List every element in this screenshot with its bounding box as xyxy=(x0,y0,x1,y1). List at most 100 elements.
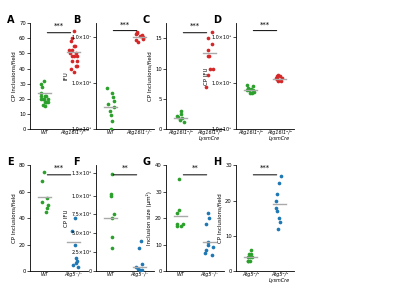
Point xyxy=(139,267,145,272)
Point xyxy=(274,77,280,82)
Point xyxy=(278,173,285,178)
Point xyxy=(249,255,255,259)
Y-axis label: CP Inclusions/field: CP Inclusions/field xyxy=(217,193,222,243)
Text: ***: *** xyxy=(120,21,130,28)
Text: D: D xyxy=(213,15,221,25)
Point xyxy=(43,99,49,104)
Point xyxy=(74,265,81,269)
Point xyxy=(246,88,252,93)
Text: G: G xyxy=(143,157,151,167)
Point xyxy=(178,224,184,229)
Point xyxy=(108,91,115,96)
Point xyxy=(38,93,44,98)
Point xyxy=(245,251,252,256)
Point xyxy=(39,200,45,205)
Point xyxy=(68,66,74,71)
Point xyxy=(248,248,254,252)
Point xyxy=(45,203,51,207)
Y-axis label: Inclusion size (μm²): Inclusion size (μm²) xyxy=(146,191,152,245)
Text: **: ** xyxy=(122,165,128,171)
Point xyxy=(110,95,116,99)
Point xyxy=(44,97,51,101)
Point xyxy=(74,54,80,59)
Point xyxy=(70,262,76,267)
Point xyxy=(178,112,184,116)
Point xyxy=(205,242,212,247)
Point xyxy=(44,205,50,210)
Point xyxy=(39,179,45,184)
Point xyxy=(43,93,49,98)
Point xyxy=(209,30,216,35)
Point xyxy=(174,113,180,118)
Point xyxy=(105,102,111,106)
Point xyxy=(274,209,280,213)
Point xyxy=(274,74,280,79)
Point xyxy=(109,246,116,251)
Point xyxy=(210,66,216,71)
Point xyxy=(66,48,73,53)
Point xyxy=(42,99,49,104)
Point xyxy=(44,99,51,104)
Point xyxy=(272,75,279,80)
Point xyxy=(180,221,187,226)
Text: ***: *** xyxy=(260,165,270,171)
Y-axis label: CP Inclusions/field: CP Inclusions/field xyxy=(11,51,16,101)
Point xyxy=(40,103,46,107)
Point xyxy=(202,248,209,252)
Point xyxy=(74,258,80,263)
Point xyxy=(243,83,250,88)
Point xyxy=(275,72,281,77)
Point xyxy=(176,208,182,213)
Point xyxy=(66,51,73,56)
Point xyxy=(246,258,253,263)
Point xyxy=(250,88,256,93)
Point xyxy=(205,48,211,53)
Point xyxy=(68,229,75,234)
Point xyxy=(210,245,216,250)
Point xyxy=(133,30,140,34)
Point xyxy=(104,85,110,90)
Point xyxy=(177,118,184,122)
Point xyxy=(41,93,48,98)
Y-axis label: IFU: IFU xyxy=(64,72,69,81)
Point xyxy=(73,51,79,56)
Point xyxy=(245,255,251,259)
Point xyxy=(69,54,76,59)
Point xyxy=(135,267,141,271)
Point xyxy=(276,74,283,79)
Point xyxy=(40,170,47,174)
Point xyxy=(138,33,145,37)
Point xyxy=(69,36,75,41)
Point xyxy=(110,212,117,217)
Point xyxy=(209,253,215,258)
Point xyxy=(276,181,282,185)
Point xyxy=(249,91,255,96)
Point xyxy=(72,216,78,220)
Point xyxy=(244,88,250,93)
Text: ***: *** xyxy=(54,23,64,28)
Point xyxy=(205,211,212,215)
Y-axis label: CP Inclusions/field: CP Inclusions/field xyxy=(147,51,152,101)
Point xyxy=(72,44,78,48)
Point xyxy=(137,34,143,38)
Point xyxy=(42,104,48,109)
Point xyxy=(72,63,79,68)
Point xyxy=(137,268,143,273)
Point xyxy=(205,240,212,244)
Point xyxy=(276,216,282,221)
Text: A: A xyxy=(7,15,14,25)
Point xyxy=(274,79,281,84)
Point xyxy=(249,84,256,89)
Point xyxy=(69,48,75,53)
Point xyxy=(106,108,113,113)
Point xyxy=(140,36,146,40)
Point xyxy=(175,115,181,119)
Point xyxy=(273,191,280,196)
Point xyxy=(134,39,141,44)
Point xyxy=(133,38,139,43)
Point xyxy=(140,37,147,41)
Point xyxy=(273,205,280,210)
Point xyxy=(133,32,139,37)
Text: H: H xyxy=(213,157,221,167)
Text: F: F xyxy=(73,157,80,167)
